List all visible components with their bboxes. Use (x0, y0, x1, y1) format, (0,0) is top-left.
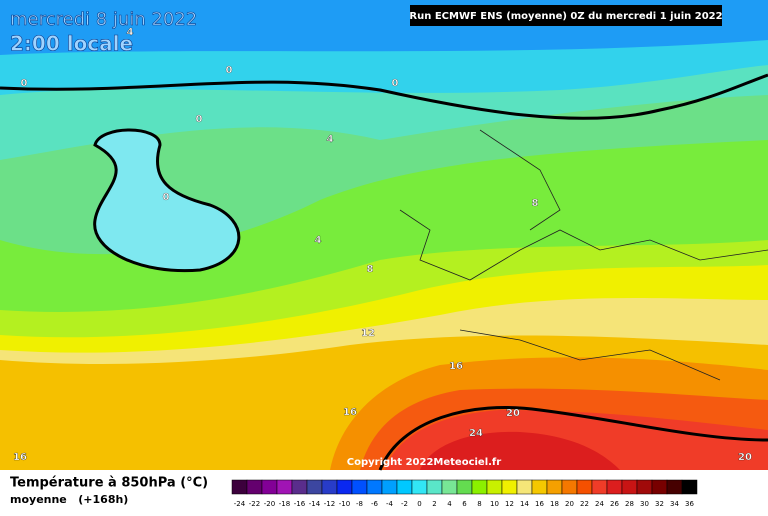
colorbar-tick: 24 (595, 500, 604, 508)
local-time: 2:00 locale (10, 32, 133, 56)
ice-contour (93, 128, 241, 273)
colorbar-tick: 22 (580, 500, 589, 508)
colorbar-tick: 32 (655, 500, 664, 508)
contour-label: 0 (163, 192, 170, 203)
colorbar-cell (276, 479, 293, 495)
colorbar-tick: 8 (477, 500, 481, 508)
contour-label: 24 (469, 428, 483, 439)
contour-label: 8 (367, 264, 374, 275)
colorbar-tick: 12 (505, 500, 514, 508)
colorbar-cell (321, 479, 338, 495)
colorbar-cell (261, 479, 278, 495)
colorbar-tick: 6 (462, 500, 467, 508)
contour-label: 0 (392, 78, 399, 89)
colorbar-cell (486, 479, 503, 495)
contour-label: 12 (361, 328, 375, 339)
colorbar-cell (591, 479, 608, 495)
colorbar-cell (231, 479, 248, 495)
colorbar-cell (441, 479, 458, 495)
contour-label: 0 (196, 114, 203, 125)
colorbar-tick: -20 (264, 500, 275, 508)
colorbar-tick: 26 (610, 500, 619, 508)
colorbar-cell (576, 479, 593, 495)
contour-label: 4 (127, 27, 134, 38)
colorbar-cell (606, 479, 623, 495)
contour-label: 0 (226, 65, 233, 76)
twenty-contour (378, 406, 768, 471)
colorbar-tick: -14 (309, 500, 321, 508)
colorbar-tick: 14 (520, 500, 529, 508)
colorbar-cell (501, 479, 518, 495)
contour-label: 16 (343, 407, 357, 418)
colorbar-cell (366, 479, 383, 495)
colorbar-tick: 20 (565, 500, 574, 508)
legend-title: Température à 850hPa (°C) (10, 476, 208, 491)
contour-label: 20 (506, 408, 520, 419)
colorbar-cell (651, 479, 668, 495)
colorbar-tick: -10 (339, 500, 350, 508)
colorbar-tick: -24 (234, 500, 246, 508)
colorbar-tick: -22 (249, 500, 260, 508)
band (420, 431, 620, 470)
contour-label: 4 (327, 134, 334, 145)
colorbar-tick: 28 (625, 500, 634, 508)
colorbar-tick: 34 (670, 500, 679, 508)
coastline (399, 129, 768, 381)
contour-label: 16 (449, 361, 463, 372)
run-box (410, 5, 722, 26)
copyright: Copyright 2022Meteociel.fr (347, 457, 501, 468)
colorbar-tick: 36 (685, 500, 694, 508)
colorbar-tick: 10 (490, 500, 499, 508)
colorbar-tick: -6 (371, 500, 379, 508)
colorbar-tick: 16 (535, 500, 544, 508)
colorbar-tick: -16 (294, 500, 306, 508)
zero-contour (0, 73, 768, 120)
colorbar-cell (621, 479, 638, 495)
colorbar-cell (666, 479, 683, 495)
colorbar-cell (561, 479, 578, 495)
colorbar-cell (336, 479, 353, 495)
contour-label: 4 (315, 235, 322, 246)
colorbar-cell (546, 479, 563, 495)
colorbar-tick: -2 (401, 500, 408, 508)
colorbar-cell (246, 479, 263, 495)
contour-label: 16 (13, 452, 27, 463)
colorbar-cell (291, 479, 308, 495)
colorbar-tick: -18 (279, 500, 290, 508)
colorbar-cell (681, 479, 698, 495)
colorbar-tick: 18 (550, 500, 559, 508)
colorbar-cell (396, 479, 413, 495)
colorbar-cell (306, 479, 323, 495)
date: mercredi 8 juin 2022 (10, 9, 197, 30)
colorbar-cell (381, 479, 398, 495)
colorbar-tick: -12 (324, 500, 335, 508)
colorbar-tick: -4 (386, 500, 394, 508)
colorbar-tick: 2 (432, 500, 436, 508)
colorbar-tick: 0 (417, 500, 421, 508)
run-info: Run ECMWF ENS (moyenne) 0Z du mercredi 1… (409, 11, 722, 22)
contour-label: 20 (738, 452, 752, 463)
colorbar-tick: 30 (640, 500, 649, 508)
colorbar-cell (411, 479, 428, 495)
contour-label: 8 (532, 198, 539, 209)
colorbar-cell (426, 479, 443, 495)
legend-subtitle: moyenne (+168h) (10, 493, 128, 506)
colorbar-cell (351, 479, 368, 495)
colorbar-tick: -8 (356, 500, 363, 508)
colorbar-cell (636, 479, 653, 495)
contour-label: 0 (21, 78, 28, 89)
colorbar-tick: 4 (447, 500, 452, 508)
colorbar-cell (456, 479, 473, 495)
colorbar-cell (471, 479, 488, 495)
colorbar-cell (531, 479, 548, 495)
colorbar-cell (516, 479, 533, 495)
